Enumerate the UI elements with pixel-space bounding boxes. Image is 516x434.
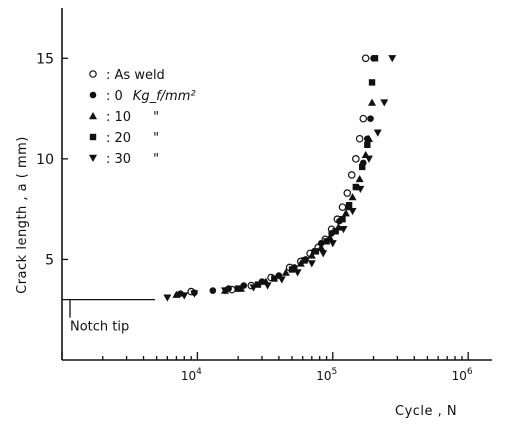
legend-label: : 10 " [106,110,159,125]
data-point [364,155,373,163]
data-point [209,287,217,294]
y-tick-label: 5 [45,252,54,268]
data-point [190,290,199,298]
data-point [332,228,339,235]
x-tick-label: 106 [452,367,473,383]
data-point [359,163,366,171]
legend-marker [89,154,97,162]
data-point [368,79,376,86]
legend-item: : As weld [89,68,165,83]
data-point [296,259,305,267]
y-tick-label: 15 [36,51,54,67]
data-point [271,275,278,282]
data-point [367,115,374,122]
legend-item: : 10 " [89,110,159,125]
legend-label: : 0 Kg_f/mm² [106,89,196,104]
data-point [301,257,308,264]
data-point [281,268,290,276]
legend-label: : 30 " [106,152,159,167]
axes [61,8,492,361]
data-point [343,189,352,197]
legend-item: : 30 " [89,152,159,167]
data-point [368,98,377,106]
legend-label: : As weld [106,68,165,83]
data-point [364,134,373,142]
data-point [347,171,356,179]
y-axis-title: Crack length , a ( mm) [15,136,30,294]
data-point [355,134,364,143]
data-point [339,216,346,223]
data-point [163,294,172,302]
data-point [307,260,316,268]
data-point [307,251,316,259]
legend-marker [89,70,97,78]
data-point [380,99,389,107]
series-3 [234,55,379,292]
data-point [249,284,258,292]
data-point [221,287,230,295]
data-point [263,282,272,290]
data-point [352,183,360,191]
data-point [234,285,242,292]
data-point [338,203,347,211]
x-tick-label: 105 [316,367,337,383]
data-point [293,269,302,277]
data-point [373,129,382,137]
data-point [341,209,350,217]
ticks: 5 10 15 104 105 106 [36,51,473,383]
legend: : As weld : 0 Kg_f/mm² : 10 " : 20 " : 30 " [89,68,196,167]
x-axis-title: Cycle , N [395,404,457,419]
x-tick-label: 104 [181,367,202,383]
series-2 [172,98,377,298]
data-point [371,55,379,62]
data-point [355,174,364,183]
legend-marker [89,133,97,141]
series-4 [163,55,397,302]
legend-item: : 20 " [89,131,159,146]
legend-label: : 20 " [106,131,159,146]
series-1 [177,54,377,297]
data-point [356,185,365,194]
data-point [348,207,357,216]
data-point [339,226,348,234]
series-0 [187,54,370,296]
data-point [364,141,371,148]
y-tick-label: 10 [36,152,54,168]
data-point [254,281,262,288]
data-point [277,276,286,284]
data-point [317,243,326,251]
data-point [328,240,337,248]
data-marks [163,54,397,302]
legend-item: : 0 Kg_f/mm² [89,89,196,104]
notch-tip-annotation: Notch tip [62,299,155,335]
legend-marker [89,112,97,120]
data-point [352,155,360,163]
data-point [348,193,357,201]
legend-marker [89,91,97,99]
notch-tip-label: Notch tip [70,320,129,335]
data-point [359,114,368,123]
data-point [319,250,328,258]
data-point [345,201,353,209]
data-point [172,290,181,298]
data-point [312,248,320,255]
data-point [323,238,330,245]
data-point [180,292,189,300]
data-point [288,266,296,273]
data-point [361,54,370,63]
data-point [388,55,397,63]
data-point [317,240,325,247]
